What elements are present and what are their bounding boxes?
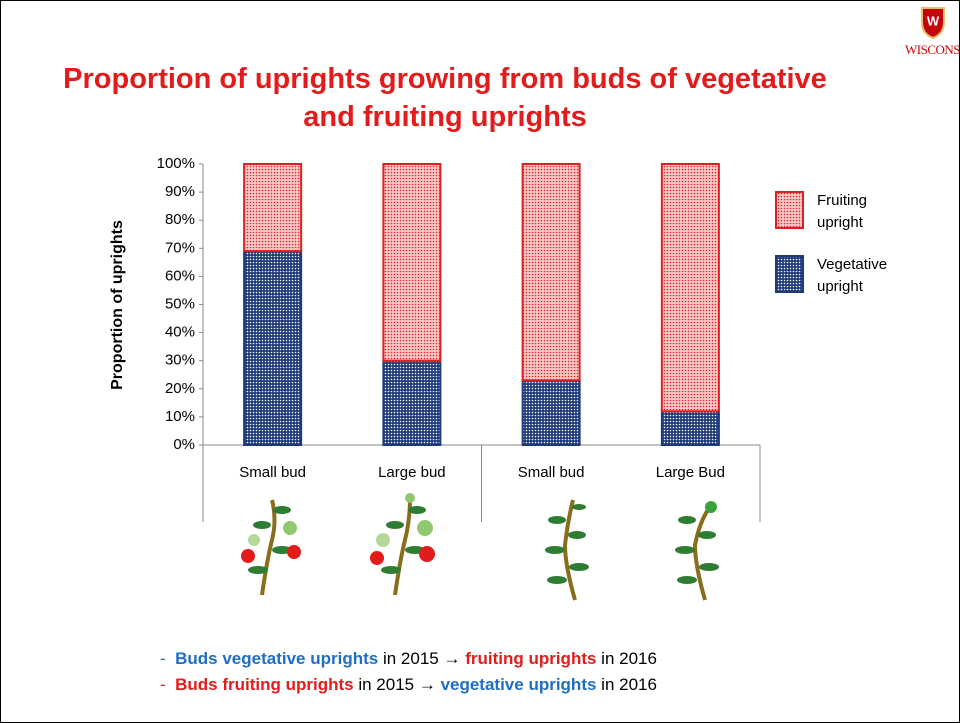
y-tick-label: 40% (165, 324, 195, 341)
note-text: Buds fruiting uprights (175, 675, 354, 694)
note-line: - Buds vegetative uprights in 2015 → fru… (160, 646, 657, 672)
slide-title: Proportion of uprights growing from buds… (63, 63, 827, 133)
note-text: in 2016 (596, 675, 657, 694)
y-tick-label: 90% (165, 183, 195, 200)
bar-segment (521, 379, 581, 446)
bar-segment (660, 163, 720, 413)
x-tick-label: Small bud (518, 464, 585, 481)
note-text: Buds vegetative uprights (175, 649, 379, 668)
x-tick-label: Large bud (378, 464, 446, 481)
y-tick-label: 50% (165, 295, 195, 312)
legend-swatch (775, 255, 804, 293)
bar-segment (243, 163, 303, 253)
legend-label: Fruiting upright (817, 192, 868, 231)
y-tick-label: 10% (165, 408, 195, 425)
x-tick-label: Small bud (239, 464, 306, 481)
logo-text: WISCONSIN (905, 42, 960, 57)
note-line: - Buds fruiting uprights in 2015 → veget… (160, 672, 657, 698)
note-text: vegetative uprights (440, 675, 597, 694)
y-tick-label: 30% (165, 352, 195, 369)
notes: - Buds vegetative uprights in 2015 → fru… (160, 646, 657, 698)
y-tick-label: 80% (165, 211, 195, 228)
logo-crest: W (921, 7, 945, 40)
y-axis-label: Proportion of uprights (109, 220, 126, 390)
chart: Proportion of uprights 0% 10% (109, 155, 804, 601)
y-tick-label: 100% (157, 155, 195, 172)
legend-label: Vegetative upright (817, 256, 888, 295)
note-text: in 2016 (596, 649, 657, 668)
bar-segment (521, 163, 581, 382)
plant-drawings (241, 493, 719, 601)
y-tick-label: 0% (173, 436, 195, 453)
x-tick-label: Large Bud (656, 464, 725, 481)
svg-text:W: W (927, 13, 940, 28)
y-tick-label: 60% (165, 267, 195, 284)
bar-segment (660, 410, 720, 446)
note-dash: - (160, 675, 166, 694)
bar-segment (243, 250, 303, 446)
y-tick-label: 20% (165, 380, 195, 397)
note-text: fruiting uprights (465, 649, 597, 668)
y-tick-label: 70% (165, 239, 195, 256)
note-dash: - (160, 649, 166, 668)
legend-swatch (775, 191, 804, 229)
bar-segment (382, 359, 442, 447)
bar-segment (382, 163, 442, 362)
note-text: in 2015 → (353, 675, 441, 694)
note-text: in 2015 → (378, 649, 466, 668)
